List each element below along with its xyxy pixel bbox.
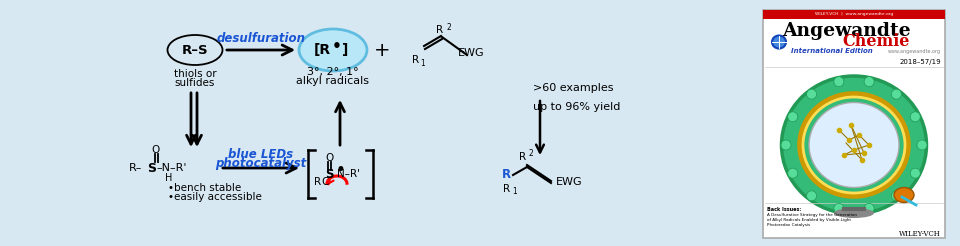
Text: •: • [335,161,345,179]
Ellipse shape [781,76,926,214]
Text: +: + [373,41,391,60]
FancyBboxPatch shape [763,10,945,238]
Text: S: S [324,168,333,181]
Text: 1: 1 [420,60,425,68]
Text: O: O [325,153,334,163]
Text: N–R': N–R' [337,169,359,179]
Text: Back Issues:: Back Issues: [767,207,802,212]
Text: •easily accessible: •easily accessible [168,192,262,202]
Ellipse shape [892,89,901,99]
Text: R: R [315,177,322,187]
Text: R–: R– [129,163,142,173]
Ellipse shape [806,89,817,99]
Text: C: C [322,177,328,187]
Text: photocatalyst: photocatalyst [215,157,306,170]
Text: WILEY-VCH  |  www.angewandte.org: WILEY-VCH | www.angewandte.org [815,13,893,16]
Text: S: S [148,162,156,174]
Ellipse shape [806,191,817,201]
Ellipse shape [834,208,874,218]
Text: R: R [502,169,511,182]
Text: O: O [152,145,160,155]
Text: R: R [503,184,511,194]
Text: 1: 1 [513,187,517,197]
Text: blue LEDs: blue LEDs [228,148,294,160]
Text: EWG: EWG [458,48,484,58]
Ellipse shape [809,103,899,187]
Text: H: H [165,173,173,183]
Ellipse shape [864,77,875,87]
Text: up to 96% yield: up to 96% yield [533,102,620,112]
Ellipse shape [834,203,844,213]
Text: A Desulfurative Strategy for the Generation: A Desulfurative Strategy for the Generat… [767,213,857,217]
Text: Chemie: Chemie [842,33,910,50]
Ellipse shape [910,112,921,122]
Text: Photoredox Catalysis: Photoredox Catalysis [767,223,810,227]
Ellipse shape [772,35,786,48]
Text: [R: [R [313,43,330,57]
Text: R: R [413,55,420,65]
Text: desulfuration: desulfuration [217,32,305,46]
Ellipse shape [788,112,798,122]
Text: –N–R': –N–R' [156,163,187,173]
Ellipse shape [917,140,927,150]
Text: 3°, 2°, 1°: 3°, 2°, 1° [307,67,359,77]
Ellipse shape [864,203,875,213]
Text: EWG: EWG [556,177,583,187]
Text: 2018–57/19: 2018–57/19 [900,59,941,65]
Text: >60 examples: >60 examples [533,83,613,93]
Text: 2: 2 [446,22,451,31]
Bar [763,10,945,19]
Text: R–S: R–S [181,45,208,58]
Text: •: • [332,39,342,53]
Ellipse shape [834,77,844,87]
FancyBboxPatch shape [1,1,759,245]
Text: of Alkyl Radicals Enabled by Visible-Light: of Alkyl Radicals Enabled by Visible-Lig… [767,218,851,222]
Text: alkyl radicals: alkyl radicals [297,76,370,86]
Text: Angewandte: Angewandte [781,22,910,40]
Text: International Edition: International Edition [791,48,873,54]
Ellipse shape [781,140,791,150]
Text: sulfides: sulfides [175,78,215,88]
Ellipse shape [894,187,914,202]
Ellipse shape [788,168,798,178]
Text: thiols or: thiols or [174,69,216,79]
Text: ]: ] [342,43,348,57]
Ellipse shape [892,191,901,201]
Ellipse shape [910,168,921,178]
Ellipse shape [299,29,367,71]
Text: 2: 2 [529,150,534,158]
Text: R: R [519,152,527,162]
Ellipse shape [167,35,223,65]
Text: •bench stable: •bench stable [168,183,241,193]
Text: WILEY-VCH: WILEY-VCH [900,230,941,238]
Text: R: R [437,25,444,35]
Text: www.angewandte.org: www.angewandte.org [888,48,941,53]
